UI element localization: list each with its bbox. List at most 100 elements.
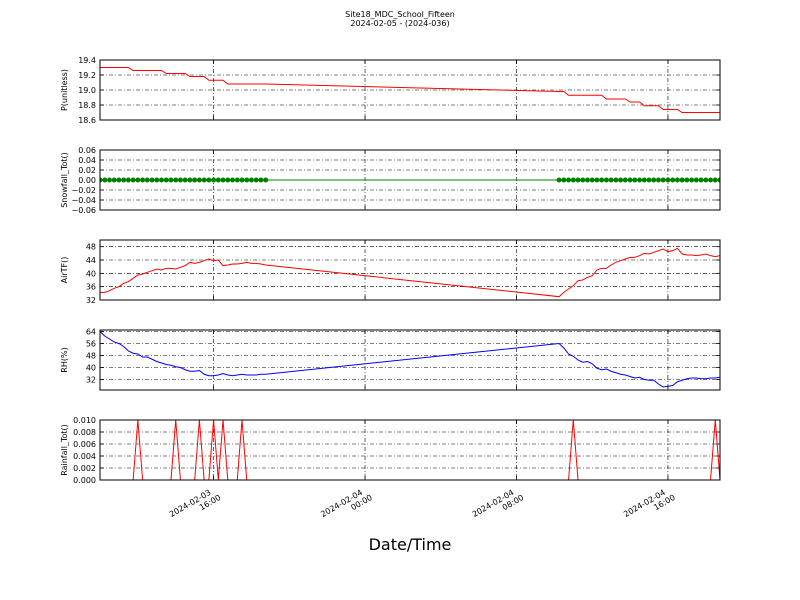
- figure-title: Site18_MDC_School_Fifteen: [345, 10, 455, 19]
- data-point: [263, 177, 269, 183]
- y-tick-label: 19.4: [78, 56, 96, 65]
- data-point: [144, 177, 150, 183]
- y-axis-label: AirTF(): [60, 257, 69, 284]
- data-point: [116, 177, 122, 183]
- data-point: [130, 177, 136, 183]
- data-point: [135, 177, 141, 183]
- data-point: [225, 177, 231, 183]
- y-tick-label: 0.002: [73, 464, 96, 473]
- y-tick-label: 64: [86, 328, 96, 337]
- y-tick-label: 48: [86, 352, 96, 361]
- data-line: [100, 331, 720, 388]
- data-point: [248, 177, 254, 183]
- data-point: [201, 177, 207, 183]
- data-point: [187, 177, 193, 183]
- data-point: [111, 177, 117, 183]
- data-point: [102, 177, 108, 183]
- data-point: [154, 177, 160, 183]
- data-point: [575, 177, 581, 183]
- data-point: [177, 177, 183, 183]
- data-point: [173, 177, 179, 183]
- data-point: [693, 177, 699, 183]
- data-point: [599, 177, 605, 183]
- data-point: [220, 177, 226, 183]
- y-tick-label: 19.0: [78, 86, 96, 95]
- y-tick-label: 48: [86, 243, 96, 252]
- data-point: [674, 177, 680, 183]
- data-point: [637, 177, 643, 183]
- y-tick-label: 18.6: [78, 116, 96, 125]
- data-point: [163, 177, 169, 183]
- data-point: [594, 177, 600, 183]
- y-tick-label: 0.006: [73, 440, 96, 449]
- data-point: [556, 177, 562, 183]
- y-tick-label: −0.06: [71, 206, 96, 215]
- data-point: [159, 177, 165, 183]
- y-tick-label: 40: [86, 269, 96, 278]
- data-point: [632, 177, 638, 183]
- data-point: [584, 177, 590, 183]
- axes-frame: [99, 149, 721, 211]
- y-axis-label: P(unitless): [60, 69, 69, 111]
- data-point: [566, 177, 572, 183]
- data-point: [253, 177, 259, 183]
- data-point: [622, 177, 628, 183]
- y-tick-label: 36: [86, 283, 96, 292]
- data-point: [641, 177, 647, 183]
- y-tick-label: 0.008: [73, 428, 96, 437]
- data-point: [258, 177, 264, 183]
- y-axis-label: Snowfall_Tot(): [60, 152, 69, 208]
- data-point: [608, 177, 614, 183]
- y-tick-label: 0.06: [78, 146, 96, 155]
- data-point: [215, 177, 221, 183]
- plot-area: [100, 331, 720, 388]
- data-point: [703, 177, 709, 183]
- data-point: [603, 177, 609, 183]
- data-point: [570, 177, 576, 183]
- y-tick-label: −0.04: [71, 196, 96, 205]
- y-tick-label: 32: [86, 296, 96, 305]
- data-point: [684, 177, 690, 183]
- y-tick-label: 0.04: [78, 156, 96, 165]
- data-point: [206, 177, 212, 183]
- data-line: [100, 67, 720, 113]
- data-point: [192, 177, 198, 183]
- y-axis-label: Rainfall_Tot(): [60, 424, 69, 476]
- data-point: [618, 177, 624, 183]
- data-point: [168, 177, 174, 183]
- data-point: [712, 177, 718, 183]
- data-point: [655, 177, 661, 183]
- axes-frame: [99, 419, 721, 481]
- plot-area: [100, 177, 720, 183]
- data-point: [182, 177, 188, 183]
- y-axis-label: RH(%): [60, 347, 69, 372]
- data-point: [580, 177, 586, 183]
- y-tick-label: 40: [86, 364, 96, 373]
- axes-frame: [99, 59, 721, 121]
- data-point: [211, 177, 217, 183]
- y-tick-label: 0.004: [73, 452, 96, 461]
- y-tick-label: 18.8: [78, 101, 96, 110]
- y-tick-label: −0.02: [71, 186, 96, 195]
- data-point: [660, 177, 666, 183]
- data-point: [670, 177, 676, 183]
- data-point: [121, 177, 127, 183]
- y-tick-label: 0.00: [78, 176, 96, 185]
- data-point: [244, 177, 250, 183]
- data-point: [665, 177, 671, 183]
- axes-frame: [99, 239, 721, 301]
- data-point: [708, 177, 714, 183]
- data-point: [646, 177, 652, 183]
- plot-area: [100, 247, 720, 298]
- data-point: [140, 177, 146, 183]
- data-point: [561, 177, 567, 183]
- data-point: [196, 177, 202, 183]
- x-axis-label: Date/Time: [369, 535, 452, 554]
- y-tick-label: 44: [86, 256, 96, 265]
- data-point: [234, 177, 240, 183]
- data-point: [106, 177, 112, 183]
- y-tick-label: 0.02: [78, 166, 96, 175]
- y-tick-label: 0.000: [73, 476, 96, 485]
- data-point: [230, 177, 236, 183]
